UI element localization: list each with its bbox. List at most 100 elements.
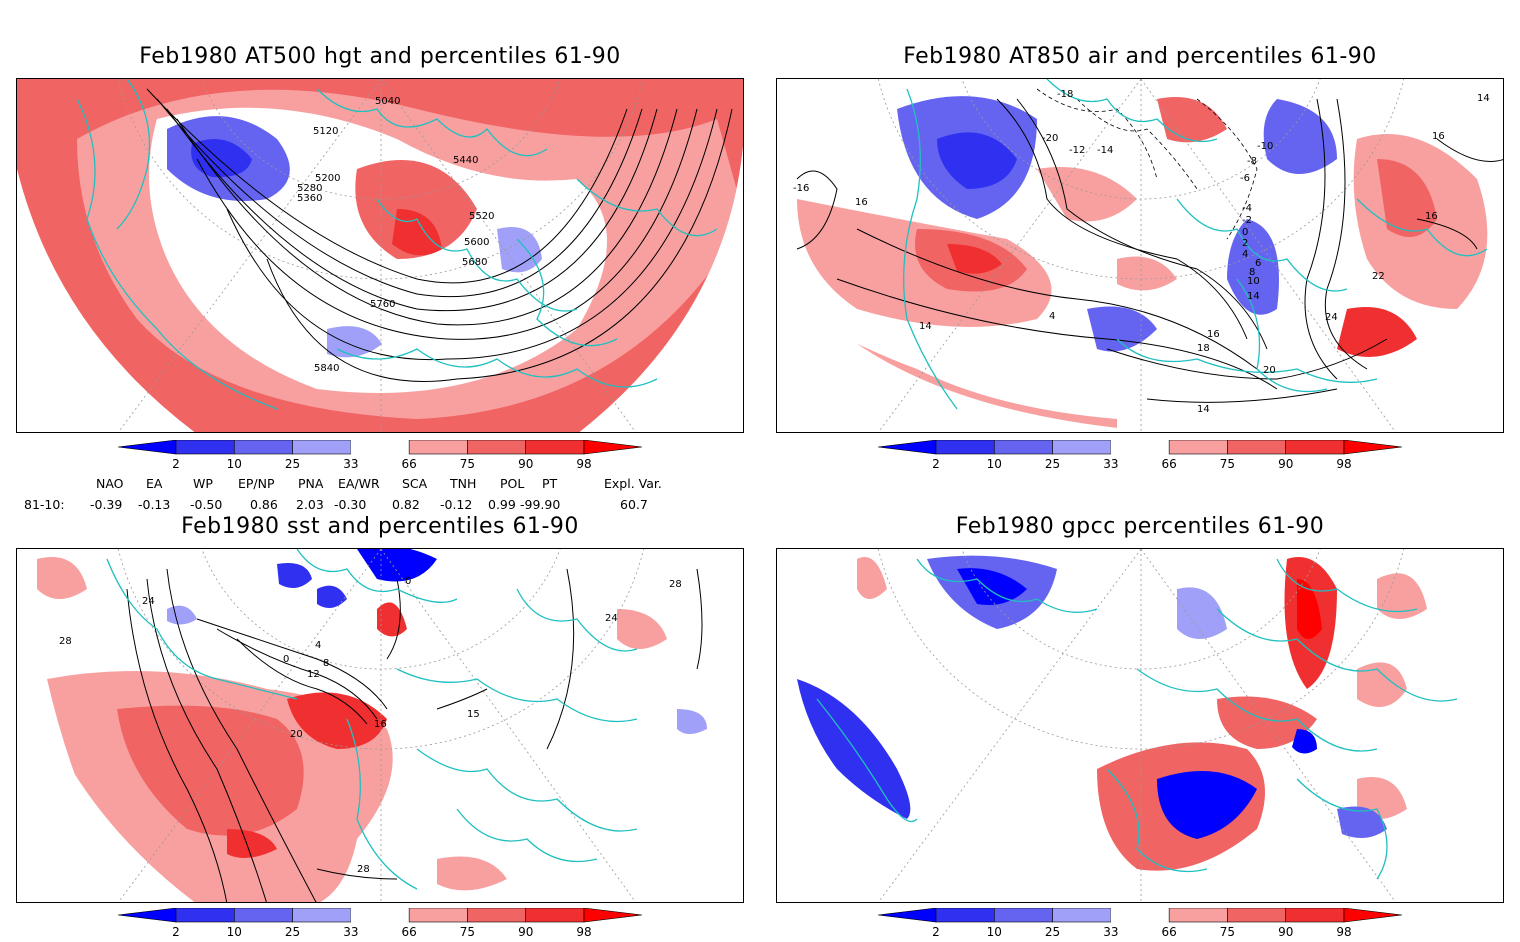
colorbar-segment [233, 439, 293, 455]
colorbar-segment [877, 907, 937, 923]
colorbar-segment [935, 439, 995, 455]
colorbar-segment [1110, 908, 1170, 922]
colorbar-svg: 2 10 25 33 66 75 90 98 [877, 907, 1403, 939]
contour-label: 0 [1242, 227, 1248, 238]
colorbar-segment [292, 907, 352, 923]
index-header-explvar: Expl. Var. [604, 476, 662, 491]
colorbar-tick-label: 90 [518, 457, 533, 470]
contour-label: 12 [307, 669, 320, 680]
colorbar-segment [993, 907, 1053, 923]
panel1-title: Feb1980 AT500 hgt and percentiles 61-90 [139, 44, 621, 69]
colorbar-tick-label: 66 [402, 925, 417, 938]
colorbar-tick-label: 90 [518, 925, 533, 938]
contour-label: 8 [323, 658, 329, 669]
colorbar-tick-label: 98 [576, 925, 591, 938]
colorbar-tick-label: 98 [576, 457, 591, 470]
index-header-pol: POL [500, 476, 525, 491]
colorbar-segment [1227, 907, 1287, 923]
colorbar-segment [233, 907, 293, 923]
contour-label: 5200 [315, 173, 340, 184]
contour-label: 14 [1247, 291, 1260, 302]
colorbar-segment [525, 439, 585, 455]
contour-label: -8 [1247, 156, 1257, 167]
colorbar-top-left: 2 10 25 33 66 75 90 98 [117, 439, 643, 471]
colorbar-svg: 2 10 25 33 66 75 90 98 [877, 439, 1403, 471]
colorbar-segment [877, 439, 937, 455]
index-value-explvar: 60.7 [620, 497, 648, 512]
contour-label: 5360 [297, 193, 322, 204]
colorbar-tick-label: 75 [460, 457, 475, 470]
index-header-pt: PT [542, 476, 558, 491]
colorbar-tick-label: 90 [1278, 925, 1293, 938]
contour-label: 16 [855, 197, 868, 208]
map-at500-hgt: 5040 5120 5200 5280 5360 5440 5520 5600 … [16, 78, 744, 433]
colorbar-tick-label: 90 [1278, 457, 1293, 470]
colorbar-tick-label: 66 [1162, 457, 1177, 470]
colorbar-tick-label: 75 [1220, 457, 1235, 470]
contour-label: 5280 [297, 183, 322, 194]
colorbar-tick-label: 33 [343, 457, 358, 470]
colorbar-top-right: 2 10 25 33 66 75 90 98 [877, 439, 1403, 471]
colorbar-tick-label: 25 [285, 925, 300, 938]
colorbar-tick-label: 98 [1336, 925, 1351, 938]
colorbar-segment [525, 907, 585, 923]
colorbar-bottom-left: 2 10 25 33 66 75 90 98 [117, 907, 643, 939]
colorbar-segment [350, 908, 410, 922]
contour-label: -20 [1042, 133, 1058, 144]
contour-label: 16 [374, 719, 387, 730]
contour-label: 15 [467, 709, 480, 720]
contour-label: -10 [1257, 141, 1273, 152]
panel4-title: Feb1980 gpcc percentiles 61-90 [955, 514, 1325, 539]
colorbar-tick-label: 66 [402, 457, 417, 470]
contour-label: -6 [1240, 173, 1250, 184]
index-value-ea: -0.13 [138, 497, 171, 512]
index-value-pna: 2.03 [296, 497, 324, 512]
contour-label: 5440 [453, 155, 478, 166]
contour-label: 0 [405, 576, 411, 587]
index-value-sca: 0.82 [392, 497, 420, 512]
map-gpcc [776, 548, 1504, 903]
colorbar-segment [1110, 440, 1170, 454]
contour-label: -18 [1057, 89, 1073, 100]
colorbar-segment [175, 907, 235, 923]
contour-label: 28 [357, 864, 370, 875]
colorbar-segment [117, 907, 177, 923]
index-header-tnh: TNH [450, 476, 477, 491]
index-header-ea: EA [146, 476, 163, 491]
index-header-wp: WP [193, 476, 213, 491]
colorbar-segment [408, 907, 468, 923]
index-header-sca: SCA [402, 476, 428, 491]
colorbar-segment [1343, 439, 1403, 455]
contour-label: 24 [142, 596, 155, 607]
colorbar-tick-label: 98 [1336, 457, 1351, 470]
colorbar-segment [350, 440, 410, 454]
colorbar-bottom-right: 2 10 25 33 66 75 90 98 [877, 907, 1403, 939]
contour-label: 24 [1325, 312, 1338, 323]
contour-label: 5520 [469, 211, 494, 222]
index-header-nao: NAO [96, 476, 124, 491]
contour-label: 0 [283, 654, 289, 665]
colorbar-svg: 2 10 25 33 66 75 90 98 [117, 907, 643, 939]
contour-label: 14 [1197, 404, 1210, 415]
contour-label: 4 [1242, 249, 1248, 260]
colorbar-segment [1227, 439, 1287, 455]
panel3-title: Feb1980 sst and percentiles 61-90 [181, 514, 579, 539]
teleconnection-indices: NAO EA WP EP/NP PNA EA/WR SCA TNH POL PT… [0, 476, 760, 516]
contour-label: 16 [1425, 211, 1438, 222]
index-value-wp: -0.50 [190, 497, 223, 512]
colorbar-tick-label: 10 [987, 457, 1002, 470]
contour-label: 5120 [313, 126, 338, 137]
colorbar-svg: 2 10 25 33 66 75 90 98 [117, 439, 643, 471]
colorbar-tick-label: 75 [1220, 925, 1235, 938]
contour-label: -16 [793, 183, 809, 194]
index-value-epnp: 0.86 [250, 497, 278, 512]
colorbar-segment [467, 439, 527, 455]
contour-label: -4 [1242, 203, 1252, 214]
contour-label: 14 [919, 321, 932, 332]
colorbar-tick-label: 10 [227, 457, 242, 470]
contour-label: 6 [1255, 258, 1261, 269]
colorbar-segment [993, 439, 1053, 455]
contour-label: 20 [1263, 365, 1276, 376]
colorbar-segment [292, 439, 352, 455]
colorbar-segment [408, 439, 468, 455]
